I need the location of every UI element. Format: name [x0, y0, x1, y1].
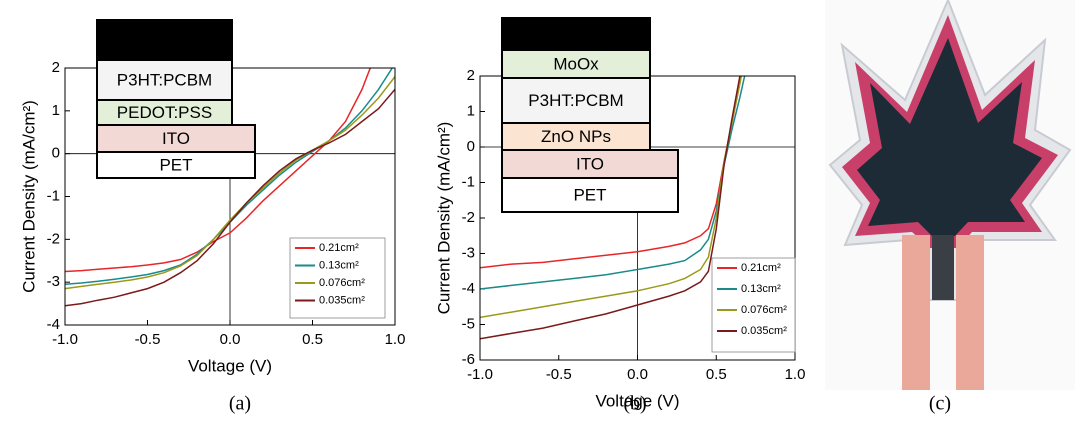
y-tick-label: 2	[52, 59, 60, 76]
layer-box	[96, 59, 233, 101]
x-tick-label: 0.5	[706, 366, 727, 383]
data-line	[480, 76, 746, 290]
legend-box	[289, 237, 386, 319]
layer-box	[96, 19, 233, 61]
panel-label: (c)	[929, 393, 951, 415]
layer-box	[501, 17, 651, 51]
x-axis-label: Voltage (V)	[188, 356, 272, 375]
x-tick-label: 0.0	[627, 366, 648, 383]
legend-label: 0.21cm²	[741, 262, 781, 274]
layer-label: PET	[159, 155, 192, 174]
y-tick-label: 2	[467, 67, 475, 84]
y-tick-label: -3	[47, 273, 60, 290]
layer-box	[501, 149, 679, 179]
layer-label: ITO	[576, 154, 604, 173]
layer-label: PEDOT:PSS	[117, 103, 212, 122]
data-line	[65, 68, 372, 273]
y-tick-label: 0	[467, 138, 475, 155]
x-tick-label: 1.0	[385, 331, 406, 348]
y-tick-label: -3	[462, 244, 475, 261]
y-tick-label: -4	[462, 280, 475, 297]
legend-box	[711, 257, 796, 353]
x-tick-label: 0.5	[302, 331, 323, 348]
layer-label: P3HT:PCBM	[117, 70, 212, 89]
y-axis-label: Current Density (mA/cm²)	[434, 122, 453, 315]
layer-label: P3HT:PCBM	[528, 91, 623, 110]
y-tick-label: 1	[52, 102, 60, 119]
data-line	[480, 76, 741, 340]
y-tick-label: -1	[47, 187, 60, 204]
leaf-active-area	[857, 38, 1042, 236]
y-tick-label: -4	[47, 316, 60, 333]
panel-label: (b)	[623, 393, 646, 415]
layer-box	[501, 177, 679, 213]
legend-label: 0.035cm²	[741, 325, 787, 337]
data-line	[65, 88, 395, 307]
y-axis-label: Current Density (mA/cm²)	[19, 100, 38, 293]
x-tick-label: -1.0	[467, 366, 493, 383]
y-tick-label: -2	[462, 209, 475, 226]
y-tick-label: 0	[52, 145, 60, 162]
x-tick-label: 0.0	[220, 331, 241, 348]
layer-box	[96, 124, 256, 153]
legend-label: 0.076cm²	[319, 277, 365, 289]
y-tick-label: -6	[462, 351, 475, 368]
layer-box	[501, 77, 651, 124]
x-tick-label: -0.5	[135, 331, 161, 348]
legend-label: 0.13cm²	[741, 283, 781, 295]
y-tick-label: 1	[467, 102, 475, 119]
chart: -1.0 -0.5 0.0 0.5 1.0 -4 -3 -2 -1 0 1 2 Voltage (V) C…	[19, 19, 406, 415]
layer-label: Al	[157, 30, 172, 49]
electrode	[956, 235, 984, 390]
x-tick-label: 1.0	[785, 366, 806, 383]
layer-box	[96, 99, 233, 126]
electrode	[902, 235, 930, 390]
layer-label: MoOx	[553, 54, 599, 73]
panel-label: (a)	[229, 393, 251, 415]
layer-label: PET	[573, 185, 606, 204]
legend-label: 0.21cm²	[319, 242, 359, 254]
y-tick-label: -1	[462, 173, 475, 190]
legend-label: 0.076cm²	[741, 304, 787, 316]
layer-box	[96, 151, 256, 179]
x-axis-label: Voltage (V)	[595, 391, 679, 410]
chart: -1.0 -0.5 0.0 0.5 1.0 -6 -5 -4 -3 -2 -1 0 1 2 Voltage …	[434, 17, 806, 415]
x-tick-label: -0.5	[546, 366, 572, 383]
y-tick-label: -2	[47, 230, 60, 247]
layer-box	[501, 122, 651, 151]
photo: (c)	[825, 0, 1075, 415]
electrode-gap	[932, 235, 954, 300]
legend-label: 0.035cm²	[319, 294, 365, 306]
layer-label: ITO	[162, 129, 190, 148]
y-tick-label: -5	[462, 315, 475, 332]
legend-label: 0.13cm²	[319, 259, 359, 271]
layer-label: ZnO NPs	[541, 127, 611, 146]
layer-label: Al	[568, 24, 583, 43]
data-line	[65, 76, 395, 290]
x-tick-label: -1.0	[52, 331, 78, 348]
